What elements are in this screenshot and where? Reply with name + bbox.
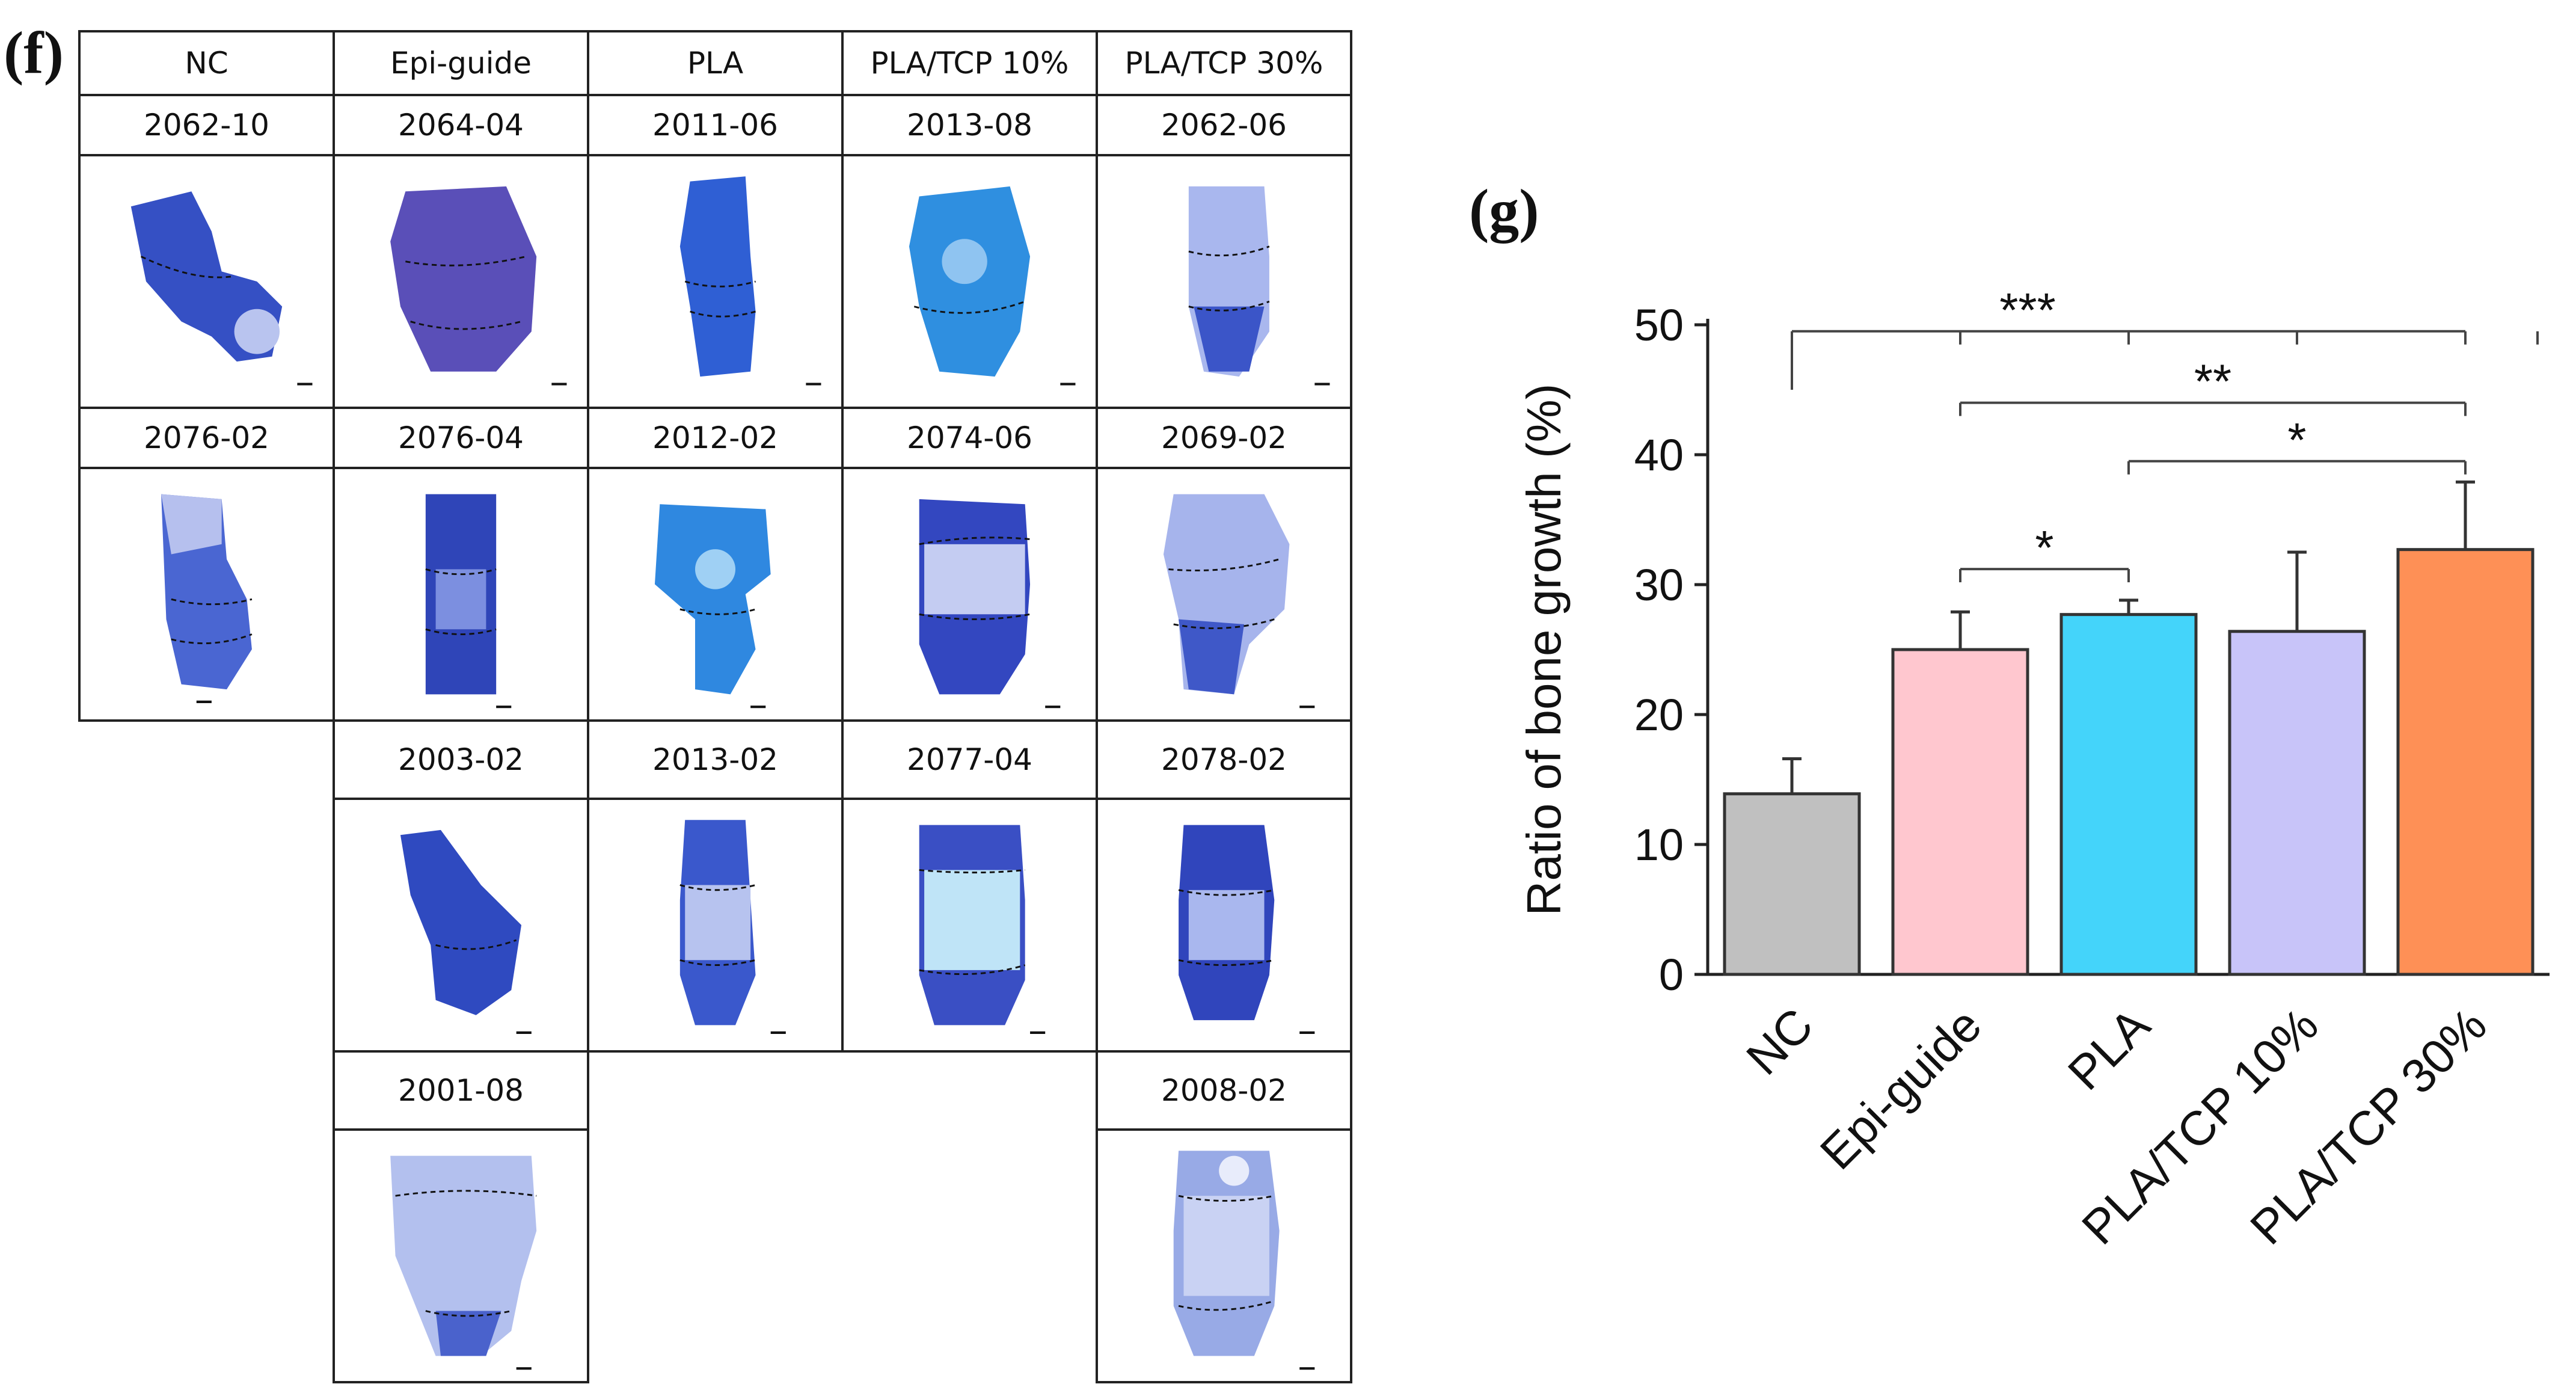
bar [1891, 648, 2029, 976]
y-tick-label: 40 [1634, 430, 1684, 480]
histology-image [587, 798, 844, 1053]
y-tick-label: 30 [1634, 560, 1684, 610]
histology-image [333, 798, 589, 1053]
histology-image [841, 154, 1098, 409]
sample-id: 2076-04 [333, 407, 589, 469]
x-tick-label: Epi-guide [1810, 998, 1992, 1179]
histology-image [1096, 798, 1352, 1053]
sample-id: 2078-02 [1096, 719, 1352, 800]
y-tick-label: 10 [1634, 820, 1684, 870]
sample-id: 2064-04 [333, 94, 589, 156]
histology-image-nc-2062-10 [130, 191, 313, 386]
sample-id: 2001-08 [333, 1050, 589, 1131]
sample-id: 2011-06 [587, 94, 844, 156]
significance-label: * [2035, 521, 2053, 574]
y-tick-label: 50 [1634, 300, 1684, 350]
bar [2228, 630, 2366, 976]
histology-image-pla-tcp-30-2069-02 [1163, 494, 1315, 709]
histology-image-epi-guide-2003-02 [400, 829, 532, 1034]
histology-image [78, 154, 335, 409]
histology-image [333, 467, 589, 722]
histology-image-epi-guide-2064-04 [390, 186, 567, 386]
histology-image [841, 467, 1098, 722]
column-header-epi-guide: Epi-guide [333, 30, 589, 96]
histology-image [333, 1128, 589, 1383]
significance-label: ** [2194, 355, 2231, 408]
bar [2059, 613, 2198, 976]
sample-id: 2013-08 [841, 94, 1098, 156]
significance-label: *** [1999, 283, 2055, 337]
histology-image [587, 154, 844, 409]
significance-label: * [2287, 413, 2306, 467]
column-header-pla-tcp-30: PLA/TCP 30% [1096, 30, 1352, 96]
bar [1723, 792, 1861, 976]
histology-image [587, 467, 844, 722]
histology-image-pla-tcp-10-2077-04 [919, 825, 1046, 1034]
sample-id: 2077-04 [841, 719, 1098, 800]
histology-image-pla-tcp-10-2013-08 [909, 186, 1076, 386]
histology-image-epi-guide-2001-08 [390, 1155, 537, 1370]
sample-id: 2062-10 [78, 94, 335, 156]
y-tick-label: 0 [1659, 950, 1684, 1000]
sample-id: 2062-06 [1096, 94, 1352, 156]
histology-image-pla-tcp-30-2078-02 [1178, 825, 1315, 1034]
histology-image-pla-2012-02 [654, 504, 771, 709]
histology-image-pla-2013-02 [679, 820, 786, 1034]
sample-id: 2008-02 [1096, 1050, 1352, 1131]
bar-chart: 0 10 20 30 40 50 Ratio of bone growth (%) NCEpi… [1517, 283, 2550, 1255]
histology-image [1096, 154, 1352, 409]
histology-image-pla-tcp-10-2074-06 [919, 499, 1061, 709]
sample-id: 2076-02 [78, 407, 335, 469]
column-header-pla: PLA [587, 30, 844, 96]
column-header-nc: NC [78, 30, 335, 96]
panel-f-label: (f) [4, 19, 64, 86]
sample-id: 2012-02 [587, 407, 844, 469]
histology-image [333, 154, 589, 409]
sample-id: 2069-02 [1096, 407, 1352, 469]
panel-g-label: (g) [1469, 177, 1539, 244]
histology-image-epi-guide-2076-04 [425, 494, 512, 709]
histology-image-pla-tcp-30-2062-06 [1188, 186, 1330, 386]
histology-image [1096, 1128, 1352, 1383]
histology-image [841, 798, 1098, 1053]
column-header-pla-tcp-10: PLA/TCP 10% [841, 30, 1098, 96]
histology-image-pla-tcp-30-2008-02 [1173, 1151, 1315, 1370]
histology-image [78, 467, 335, 722]
y-tick-label: 20 [1634, 690, 1684, 740]
sample-id: 2003-02 [333, 719, 589, 800]
histology-image-pla-2011-06 [679, 176, 821, 386]
sample-id: 2013-02 [587, 719, 844, 800]
histology-image-nc-2076-02 [161, 494, 253, 703]
x-tick-label: NC [1736, 998, 1823, 1085]
histology-image [1096, 467, 1352, 722]
bar [2396, 548, 2535, 976]
y-axis-label: Ratio of bone growth (%) [1517, 384, 1571, 916]
sample-id: 2074-06 [841, 407, 1098, 469]
x-tick-label: PLA [2058, 998, 2160, 1100]
